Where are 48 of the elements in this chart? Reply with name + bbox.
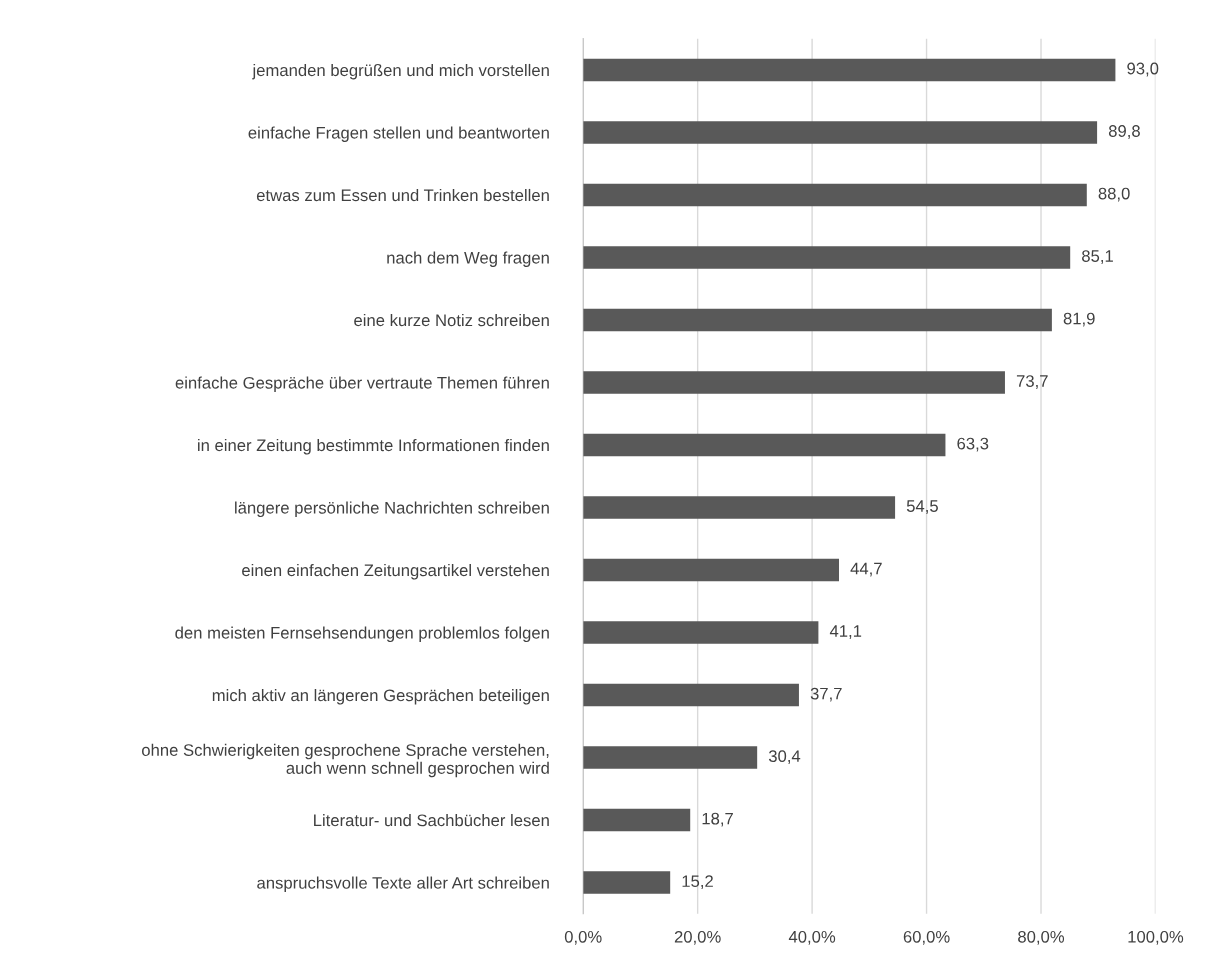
y-tick-label: in einer Zeitung bestimmte Informationen finden — [198, 438, 549, 455]
data-label: 73,7 — [1016, 375, 1048, 389]
y-tick-label: nach dem Weg fragen — [387, 251, 549, 267]
y-tick-label: anspruchsvolle Texte aller Art schreiben — [257, 876, 549, 893]
data-label: 85,1 — [1082, 250, 1113, 264]
x-tick-label: 40,0% — [788, 930, 836, 945]
bar — [583, 246, 1071, 269]
bar — [583, 621, 819, 644]
data-label: 15,2 — [682, 875, 713, 889]
bar — [583, 683, 799, 707]
y-tick-label: einen einfachen Zeitungsartikel verstehen — [242, 563, 549, 580]
bar — [583, 121, 1098, 144]
data-label: 88,0 — [1098, 187, 1130, 202]
y-tick-label: jemanden begrüßen und mich vorstellen — [252, 63, 549, 80]
y-tick-label: einfache Fragen stellen und beantworten — [248, 126, 549, 142]
bar — [583, 558, 839, 582]
x-tick-label: 20,0% — [674, 930, 721, 945]
data-label: 89,8 — [1108, 125, 1140, 139]
y-tick-label: einfache Gespräche über vertraute Themen führen — [175, 376, 549, 392]
data-label: 41,1 — [829, 625, 862, 639]
bar — [583, 58, 1116, 82]
bar — [583, 183, 1087, 207]
x-tick-label: 60,0% — [903, 930, 950, 945]
bar — [583, 808, 691, 832]
bar — [583, 433, 946, 457]
y-tick-label: längere persönliche Nachrichten schreiben — [235, 501, 549, 517]
data-label: 93,0 — [1127, 62, 1159, 77]
x-tick-label: 80,0% — [1018, 930, 1065, 945]
bar — [583, 308, 1052, 332]
data-label: 81,9 — [1063, 312, 1095, 327]
y-tick-label: ohne Schwierigkeiten gesprochene Sprache verstehen, auch wenn schnell gesprochen wird — [142, 743, 549, 778]
data-label: 44,7 — [850, 562, 882, 577]
data-label: 54,5 — [906, 500, 938, 514]
y-tick-label: Literatur- und Sachbücher lesen — [314, 814, 549, 827]
y-tick-label: mich aktiv an längeren Gesprächen beteiligen — [212, 688, 549, 705]
bar — [583, 371, 1005, 394]
x-tick-label: 0,0% — [564, 930, 602, 945]
y-tick-label: etwas zum Essen und Trinken bestellen — [256, 188, 549, 202]
x-tick-label: 100,0% — [1128, 930, 1184, 945]
data-label: 37,7 — [810, 687, 842, 702]
bar — [583, 746, 758, 769]
bar — [583, 496, 896, 519]
y-tick-label: den meisten Fernsehsendungen problemlos folgen — [175, 626, 549, 643]
data-label: 30,4 — [768, 750, 801, 764]
bar — [583, 871, 671, 894]
data-label: 63,3 — [957, 437, 989, 452]
data-label: 18,7 — [702, 812, 733, 827]
y-tick-label: eine kurze Notiz schreiben — [354, 313, 549, 327]
